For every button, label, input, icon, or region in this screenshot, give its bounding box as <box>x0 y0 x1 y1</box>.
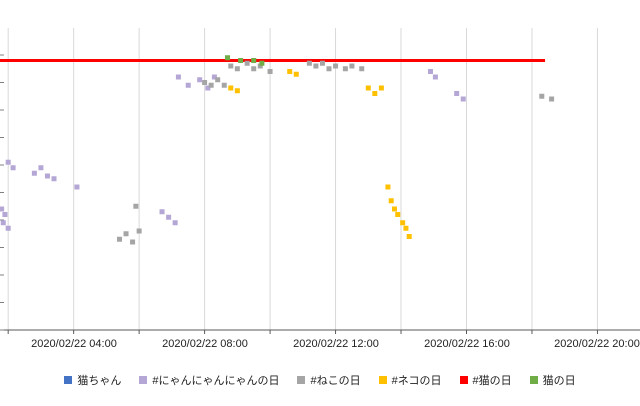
legend-item-neko-no-hi-hiragana: #ねこの日 <box>297 372 361 388</box>
legend-label: 猫の日 <box>542 375 576 387</box>
x-axis-tick-label: 2020/02/22 08:00 <box>162 338 248 350</box>
legend-label: #ネコの日 <box>391 375 442 387</box>
legend-item-neko-chan: 猫ちゃん <box>64 372 121 388</box>
legend-item-neko-no-hi-hashtag: #猫の日 <box>459 372 512 388</box>
x-axis-tick-label: 2020/02/22 20:00 <box>554 338 640 350</box>
legend-label: #ねこの日 <box>310 375 361 387</box>
legend-item-neko-no-hi-katakana: #ネコの日 <box>378 372 442 388</box>
x-axis-tick-label: 2020/02/22 04:00 <box>31 338 117 350</box>
legend-swatch <box>139 376 148 384</box>
legend-swatch <box>64 376 73 384</box>
legend-label: #猫の日 <box>472 375 512 387</box>
legend-swatch <box>297 376 306 384</box>
chart-legend: 猫ちゃん #にゃんにゃんにゃんの日 #ねこの日 #ネコの日 #猫の日 猫の日 <box>0 372 640 388</box>
legend-item-neko-no-hi-kanji: 猫の日 <box>529 372 576 388</box>
x-axis-tick-label: 2020/02/22 16:00 <box>424 338 510 350</box>
legend-swatch <box>459 376 468 384</box>
legend-item-nyan-nyan-nyan: #にゃんにゃんにゃんの日 <box>139 372 279 388</box>
legend-swatch <box>529 376 538 384</box>
legend-label: #にゃんにゃんにゃんの日 <box>152 375 280 387</box>
x-axis-tick-label: 2020/02/22 12:00 <box>293 338 379 350</box>
legend-swatch <box>378 376 387 384</box>
legend-label: 猫ちゃん <box>77 375 122 387</box>
